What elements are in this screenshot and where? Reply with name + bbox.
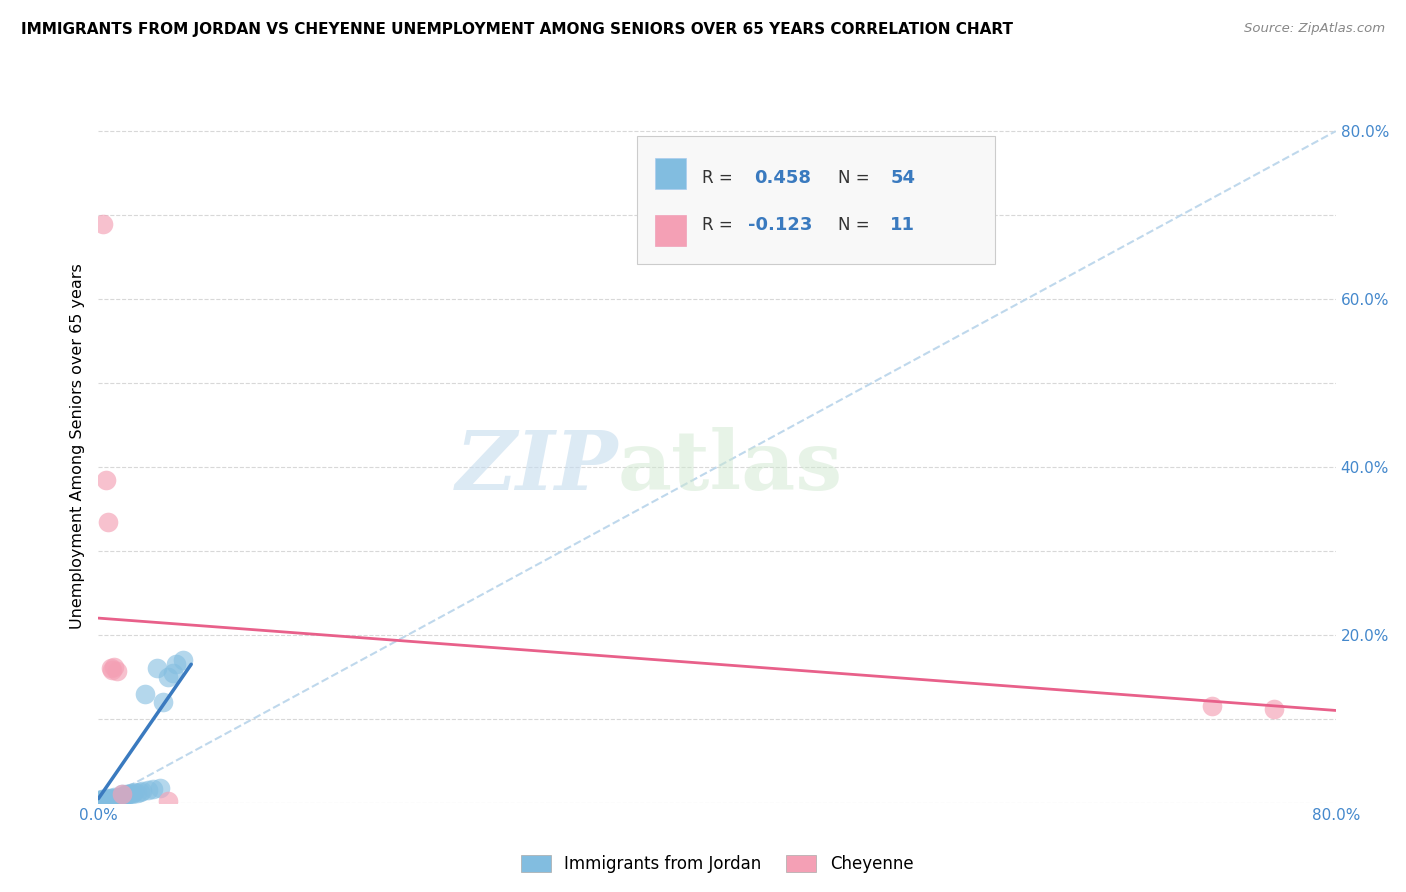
Point: [93, 793, 115, 807]
Point: [142, 782, 165, 797]
Point: [101, 790, 124, 805]
Point: [91, 791, 114, 805]
Point: [115, 788, 138, 802]
Point: [97, 792, 120, 806]
Point: [152, 695, 174, 709]
Point: [114, 789, 136, 803]
Point: [165, 657, 187, 672]
FancyBboxPatch shape: [655, 215, 686, 246]
Point: [89, 795, 111, 809]
Point: [1263, 702, 1285, 716]
Point: [90, 794, 112, 808]
Point: [101, 792, 124, 806]
Point: [134, 687, 156, 701]
Point: [120, 786, 142, 800]
Y-axis label: Unemployment Among Seniors over 65 years: Unemployment Among Seniors over 65 years: [70, 263, 86, 629]
Point: [91, 794, 114, 808]
Text: R =: R =: [702, 169, 738, 187]
Point: [118, 788, 141, 802]
Point: [97, 515, 120, 529]
FancyBboxPatch shape: [655, 158, 686, 189]
Point: [162, 665, 184, 680]
Point: [105, 790, 128, 805]
Point: [98, 793, 121, 807]
Point: [117, 787, 139, 801]
Point: [1201, 699, 1223, 714]
Point: [136, 783, 159, 797]
Point: [91, 217, 114, 231]
Point: [108, 790, 131, 805]
Point: [122, 785, 145, 799]
Text: atlas: atlas: [619, 427, 844, 508]
Point: [146, 661, 169, 675]
Point: [97, 794, 120, 808]
Text: IMMIGRANTS FROM JORDAN VS CHEYENNE UNEMPLOYMENT AMONG SENIORS OVER 65 YEARS CORR: IMMIGRANTS FROM JORDAN VS CHEYENNE UNEMP…: [21, 22, 1014, 37]
Point: [131, 784, 153, 798]
Point: [93, 792, 115, 806]
Point: [101, 663, 124, 677]
Point: [96, 794, 118, 808]
Point: [93, 795, 115, 809]
Text: N =: N =: [838, 169, 875, 187]
Point: [104, 791, 127, 805]
Point: [96, 793, 118, 807]
Point: [91, 793, 114, 807]
Point: [103, 660, 125, 674]
Text: 54: 54: [890, 169, 915, 187]
Point: [112, 789, 135, 803]
Legend: Immigrants from Jordan, Cheyenne: Immigrants from Jordan, Cheyenne: [515, 848, 920, 880]
Point: [173, 653, 195, 667]
Point: [96, 473, 118, 487]
Point: [129, 785, 152, 799]
Text: 0.458: 0.458: [754, 169, 811, 187]
Point: [97, 790, 120, 805]
Point: [96, 791, 118, 805]
Point: [127, 786, 149, 800]
Point: [121, 787, 143, 801]
Point: [111, 788, 134, 802]
Point: [157, 794, 180, 808]
Text: R =: R =: [702, 216, 738, 234]
Point: [103, 789, 125, 804]
Text: Source: ZipAtlas.com: Source: ZipAtlas.com: [1244, 22, 1385, 36]
Point: [100, 661, 122, 675]
Point: [107, 789, 129, 804]
Point: [98, 791, 121, 805]
Point: [111, 788, 134, 802]
Point: [111, 789, 134, 804]
Point: [105, 664, 128, 678]
Point: [91, 795, 114, 809]
Point: [157, 670, 180, 684]
Point: [90, 792, 112, 806]
Point: [149, 780, 172, 795]
Text: 11: 11: [890, 216, 915, 234]
Point: [100, 793, 122, 807]
Point: [103, 792, 125, 806]
Text: -0.123: -0.123: [748, 216, 813, 234]
FancyBboxPatch shape: [637, 136, 995, 264]
Point: [89, 793, 111, 807]
Point: [90, 795, 112, 809]
Point: [100, 792, 122, 806]
Text: N =: N =: [838, 216, 875, 234]
Point: [89, 794, 111, 808]
Text: ZIP: ZIP: [456, 427, 619, 508]
